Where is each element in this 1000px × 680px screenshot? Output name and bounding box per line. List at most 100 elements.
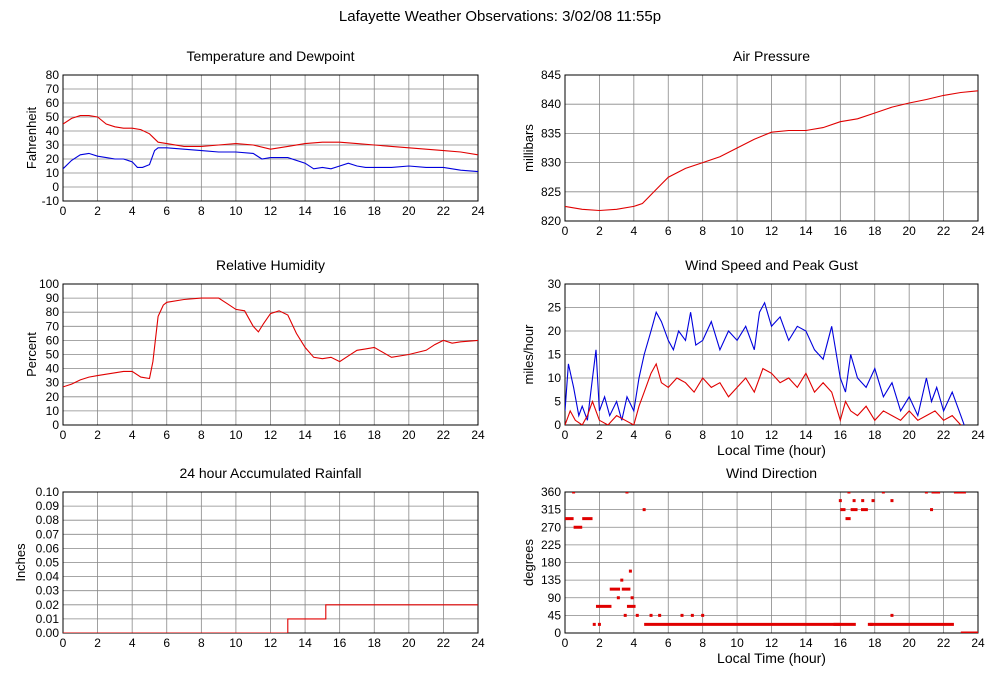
x-tick-label: 22 — [437, 428, 451, 442]
x-tick-label: 18 — [368, 636, 382, 650]
x-tick-label: 0 — [562, 636, 569, 650]
direction-point — [852, 499, 856, 503]
series-line — [565, 362, 962, 425]
plot-area — [63, 115, 478, 173]
series-line — [63, 115, 478, 156]
x-tick-label: 0 — [60, 428, 67, 442]
x-tick-label: 24 — [471, 636, 485, 650]
y-tick-label: 840 — [541, 97, 561, 111]
direction-point — [861, 499, 865, 503]
direction-point — [649, 613, 653, 617]
x-tick-label: 16 — [333, 204, 347, 218]
x-tick-label: 24 — [471, 204, 485, 218]
x-tick-label: 18 — [368, 204, 382, 218]
y-tick-label: 315 — [541, 503, 561, 517]
y-tick-label: 0 — [554, 418, 561, 432]
x-tick-label: 0 — [60, 636, 67, 650]
y-tick-label: 825 — [541, 185, 561, 199]
x-tick-label: 6 — [163, 204, 170, 218]
direction-point — [881, 492, 885, 494]
y-tick-label: 90 — [548, 591, 562, 605]
plot-area — [63, 604, 478, 633]
direction-point — [620, 578, 624, 582]
x-tick-label: 10 — [730, 224, 744, 238]
x-tick-label: 14 — [799, 636, 813, 650]
plot-area — [565, 90, 978, 212]
y-tick-label: 0 — [554, 626, 561, 640]
y-tick-label: 360 — [541, 485, 561, 499]
x-tick-label: 22 — [437, 204, 451, 218]
y-tick-label: 50 — [46, 110, 60, 124]
direction-point — [597, 622, 601, 626]
y-tick-label: 10 — [548, 371, 562, 385]
x-tick-label: 22 — [937, 636, 951, 650]
y-tick-label: 50 — [46, 348, 60, 362]
x-tick-label: 10 — [730, 428, 744, 442]
y-tick-label: 100 — [39, 277, 59, 291]
x-tick-label: 8 — [198, 636, 205, 650]
y-tick-label: 0.00 — [36, 626, 60, 640]
x-tick-label: 6 — [665, 224, 672, 238]
y-tick-label: 225 — [541, 538, 561, 552]
x-tick-label: 2 — [94, 428, 101, 442]
chart-title: Wind Speed and Peak Gust — [685, 257, 858, 273]
direction-point — [690, 613, 694, 617]
x-tick-label: 4 — [129, 204, 136, 218]
x-tick-label: 20 — [402, 428, 416, 442]
x-tick-label: 10 — [730, 636, 744, 650]
x-tick-label: 18 — [868, 428, 882, 442]
x-tick-label: 12 — [264, 428, 278, 442]
x-tick-label: 8 — [198, 204, 205, 218]
x-tick-label: 20 — [902, 636, 916, 650]
x-tick-label: 18 — [868, 636, 882, 650]
chart-title: Relative Humidity — [216, 257, 325, 273]
x-tick-label: 14 — [799, 224, 813, 238]
x-tick-label: 20 — [902, 224, 916, 238]
y-tick-label: 0.04 — [36, 570, 60, 584]
y-tick-label: 845 — [541, 68, 561, 82]
y-tick-label: 0.10 — [36, 485, 60, 499]
y-tick-label: 80 — [46, 305, 60, 319]
y-tick-label: 0.07 — [36, 527, 60, 541]
chart-title: Temperature and Dewpoint — [186, 48, 354, 64]
y-tick-label: 0.02 — [36, 598, 60, 612]
plot-frame — [62, 283, 479, 426]
direction-point — [628, 569, 632, 573]
direction-point — [616, 596, 620, 600]
x-tick-label: 14 — [799, 428, 813, 442]
x-tick-label: 2 — [94, 204, 101, 218]
y-tick-label: 60 — [46, 96, 60, 110]
y-tick-label: 0.03 — [36, 584, 60, 598]
page-title: Lafayette Weather Observations: 3/02/08 … — [338, 8, 662, 25]
y-tick-label: 135 — [541, 573, 561, 587]
x-tick-label: 12 — [765, 636, 779, 650]
y-axis-label: degrees — [521, 539, 536, 586]
x-tick-label: 12 — [264, 204, 278, 218]
x-tick-label: 20 — [402, 204, 416, 218]
y-tick-label: 90 — [46, 291, 60, 305]
plot-frame — [564, 283, 979, 426]
x-tick-label: 4 — [129, 636, 136, 650]
x-tick-label: 8 — [699, 224, 706, 238]
x-tick-label: 2 — [596, 224, 603, 238]
direction-point — [930, 508, 934, 512]
direction-point — [890, 613, 894, 617]
direction-point — [924, 492, 928, 494]
y-tick-label: 25 — [548, 301, 562, 315]
x-tick-label: 18 — [868, 224, 882, 238]
direction-point — [572, 492, 576, 494]
x-tick-label: 14 — [298, 204, 312, 218]
y-tick-label: 45 — [548, 608, 562, 622]
x-tick-label: 0 — [562, 224, 569, 238]
plot-frame — [62, 74, 479, 202]
y-tick-label: 70 — [46, 82, 60, 96]
x-tick-label: 14 — [298, 636, 312, 650]
y-tick-label: -10 — [42, 194, 60, 208]
direction-point — [642, 508, 646, 512]
y-axis-label: millibars — [521, 124, 536, 172]
